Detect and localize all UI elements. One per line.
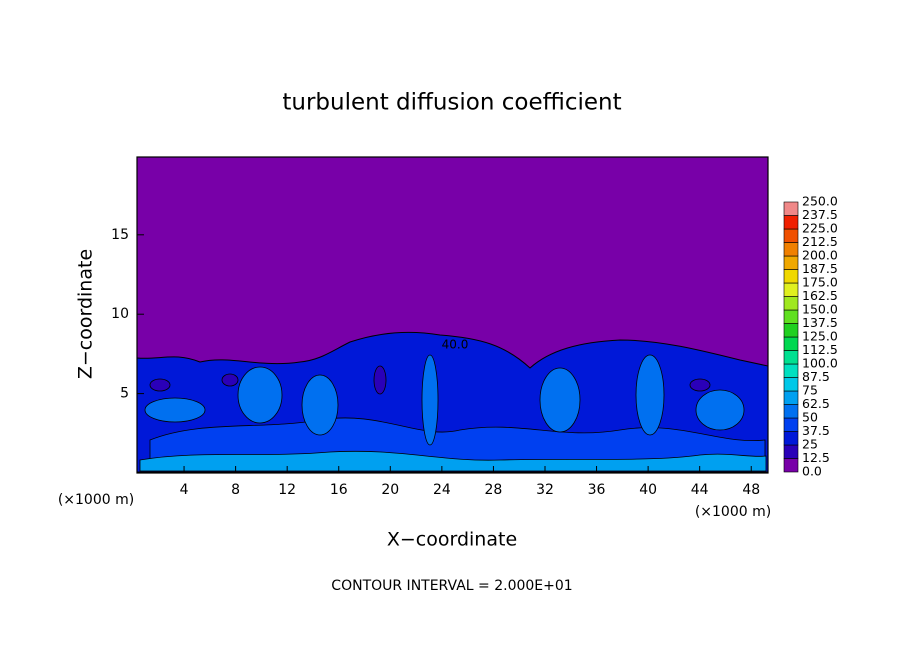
field-region	[635, 354, 665, 436]
colorbar-swatch	[783, 255, 799, 270]
field-region	[144, 397, 206, 423]
colorbar-label: 125.0	[802, 329, 838, 344]
x-tick-label: 48	[742, 482, 760, 498]
y-tick-label: 15	[111, 227, 129, 243]
colorbar-label: 162.5	[802, 288, 838, 303]
colorbar-label: 175.0	[802, 275, 838, 290]
x-tick-label: 20	[381, 482, 399, 498]
field-region	[695, 389, 745, 431]
colorbar-swatch	[783, 431, 799, 446]
x-tick-label: 16	[330, 482, 348, 498]
colorbar-swatch	[783, 269, 799, 284]
field-region	[539, 367, 581, 433]
colorbar-swatch	[783, 350, 799, 365]
field	[136, 157, 769, 473]
footer-note: CONTOUR INTERVAL = 2.000E+01	[331, 578, 572, 594]
colorbar-label: 62.5	[802, 396, 830, 411]
colorbar-label: 150.0	[802, 302, 838, 317]
field-region	[237, 366, 283, 424]
x-unit-label: (×1000 m)	[58, 492, 134, 508]
x-tick-label: 24	[433, 482, 451, 498]
x-tick-label: 36	[588, 482, 606, 498]
chart-title: turbulent diffusion coefficient	[282, 90, 621, 116]
x-tick-label: 32	[536, 482, 554, 498]
colorbar-label: 237.5	[802, 207, 838, 222]
colorbar-swatch	[783, 323, 799, 338]
x-tick-label: 12	[278, 482, 296, 498]
colorbar-label: 100.0	[802, 356, 838, 371]
colorbar-swatch	[783, 296, 799, 311]
field-region	[139, 450, 767, 472]
x-tick-label: 44	[691, 482, 709, 498]
colorbar-swatch	[783, 282, 799, 297]
colorbar-swatch	[783, 404, 799, 419]
field-region	[301, 374, 339, 436]
colorbar-label: 0.0	[802, 464, 822, 479]
colorbar-label: 250.0	[802, 194, 838, 209]
colorbar-label: 187.5	[802, 261, 838, 276]
field-region	[373, 365, 387, 395]
field-region	[689, 378, 711, 392]
colorbar-swatch	[783, 377, 799, 392]
colorbar-label: 212.5	[802, 234, 838, 249]
colorbar-swatch	[783, 336, 799, 351]
x-tick-label: 4	[180, 482, 189, 498]
x-axis-label: X−coordinate	[387, 529, 517, 551]
colorbar-swatch	[783, 215, 799, 230]
colorbar-swatch	[783, 309, 799, 324]
x-unit-label: (×1000 m)	[695, 504, 771, 520]
colorbar-label: 112.5	[802, 342, 838, 357]
colorbar-label: 12.5	[802, 450, 830, 465]
y-tick-label: 10	[111, 306, 129, 322]
colorbar-swatch	[783, 390, 799, 405]
colorbar-swatch	[783, 228, 799, 243]
plot-frame	[136, 156, 769, 474]
colorbar-label: 137.5	[802, 315, 838, 330]
colorbar-label: 75	[802, 383, 818, 398]
colorbar-swatch	[783, 417, 799, 432]
colorbar-label: 225.0	[802, 221, 838, 236]
colorbar-swatch	[783, 242, 799, 257]
y-axis-label: Z−coordinate	[75, 249, 97, 379]
field-region	[221, 373, 239, 387]
colorbar-label: 50	[802, 410, 818, 425]
x-tick-label: 8	[231, 482, 240, 498]
colorbar-swatch	[783, 444, 799, 459]
colorbar-label: 87.5	[802, 369, 830, 384]
colorbar-label: 200.0	[802, 248, 838, 263]
colorbar-swatch	[783, 458, 799, 473]
field-region	[149, 378, 171, 392]
x-tick-label: 28	[485, 482, 503, 498]
colorbar-label: 37.5	[802, 423, 830, 438]
x-tick-label: 40	[639, 482, 657, 498]
field-region	[421, 354, 439, 446]
colorbar-label: 25	[802, 437, 818, 452]
y-tick-label: 5	[120, 386, 129, 402]
colorbar-swatch	[783, 201, 799, 216]
contour-label: 40.0	[442, 338, 469, 352]
colorbar-swatch	[783, 363, 799, 378]
